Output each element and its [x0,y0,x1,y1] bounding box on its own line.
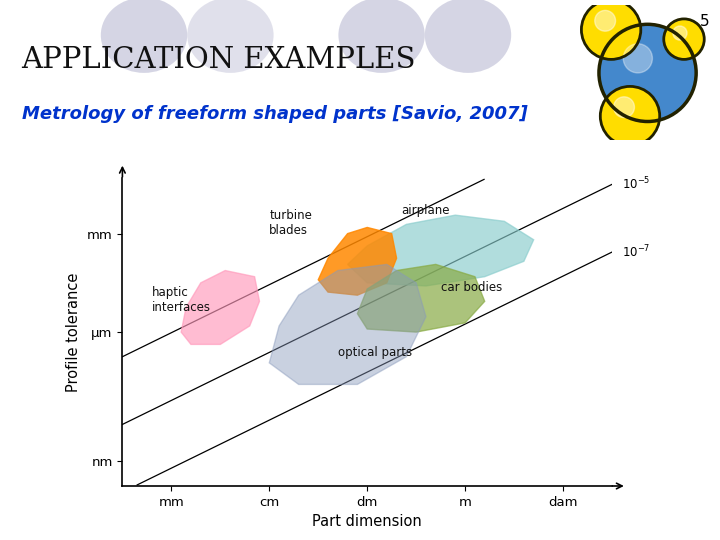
Circle shape [673,26,687,40]
Circle shape [595,10,616,31]
X-axis label: Part dimension: Part dimension [312,514,422,529]
Text: car bodies: car bodies [441,281,502,294]
Circle shape [624,44,652,73]
Circle shape [599,24,696,122]
Polygon shape [269,265,426,384]
Text: haptic
interfaces: haptic interfaces [152,286,211,314]
Text: APPLICATION EXAMPLES: APPLICATION EXAMPLES [22,46,416,74]
Text: $10^{-7}$: $10^{-7}$ [622,244,650,260]
Y-axis label: Profile tolerance: Profile tolerance [66,272,81,392]
Polygon shape [318,227,397,295]
Circle shape [613,97,634,118]
Polygon shape [348,215,534,286]
Circle shape [664,19,704,59]
Text: airplane: airplane [402,204,450,217]
Text: turbine
blades: turbine blades [269,209,312,237]
Text: optical parts: optical parts [338,346,412,359]
Text: $10^{-5}$: $10^{-5}$ [622,176,650,193]
Text: 5: 5 [700,14,709,29]
Polygon shape [357,265,485,332]
Polygon shape [181,271,259,345]
Circle shape [581,0,641,59]
Circle shape [600,86,660,146]
Text: Metrology of freeform shaped parts [Savio, 2007]: Metrology of freeform shaped parts [Savi… [22,105,527,123]
